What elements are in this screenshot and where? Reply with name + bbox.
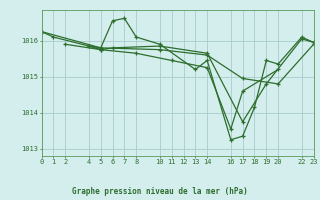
Text: Graphe pression niveau de la mer (hPa): Graphe pression niveau de la mer (hPa) [72, 187, 248, 196]
